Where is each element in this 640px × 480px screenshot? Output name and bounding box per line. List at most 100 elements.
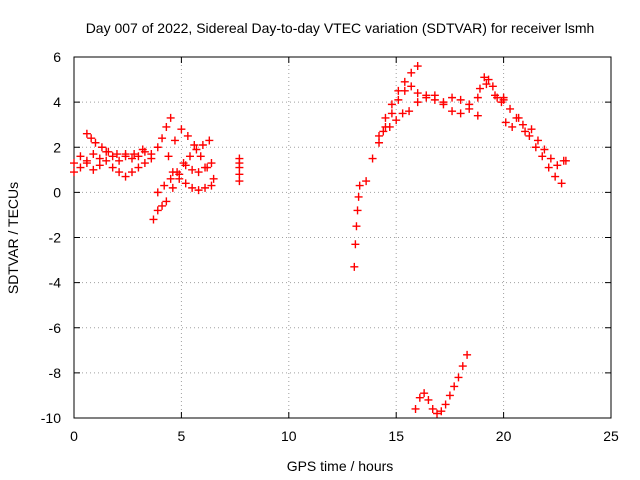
data-point	[89, 165, 98, 174]
data-point	[454, 373, 463, 382]
data-point	[168, 183, 177, 192]
data-point	[209, 174, 218, 183]
y-tick-label: -8	[49, 365, 62, 381]
data-point	[445, 391, 454, 400]
data-point	[76, 163, 85, 172]
data-point	[170, 136, 179, 145]
data-point	[149, 215, 158, 224]
data-point	[538, 152, 547, 161]
data-point	[379, 127, 388, 136]
x-axis-label: GPS time / hours	[287, 458, 394, 474]
data-point	[456, 109, 465, 118]
data-point	[166, 174, 175, 183]
data-point	[387, 109, 396, 118]
data-point	[158, 134, 167, 143]
data-point	[350, 262, 359, 271]
data-point	[115, 156, 124, 165]
data-point	[207, 181, 216, 190]
data-point	[175, 174, 184, 183]
data-point	[194, 168, 203, 177]
data-point	[407, 82, 416, 91]
data-point	[127, 168, 136, 177]
data-point	[559, 156, 568, 165]
chart-title: Day 007 of 2022, Sidereal Day-to-day VTE…	[86, 20, 595, 36]
x-tick-labels: 0 5 10 15 20 25	[70, 428, 619, 444]
data-point	[450, 382, 459, 391]
data-point	[521, 127, 530, 136]
data-point	[385, 122, 394, 131]
data-point	[354, 192, 363, 201]
data-point	[411, 404, 420, 413]
data-point	[121, 152, 130, 161]
data-point	[153, 188, 162, 197]
data-point	[185, 152, 194, 161]
data-point	[190, 140, 199, 149]
data-point	[525, 131, 534, 140]
data-point	[518, 120, 527, 129]
y-tick-label: -6	[49, 320, 62, 336]
data-point	[441, 400, 450, 409]
data-point	[121, 172, 130, 181]
axis-ticks	[73, 56, 612, 419]
data-point	[473, 93, 482, 102]
data-point	[235, 170, 244, 179]
data-point	[463, 350, 472, 359]
y-tick-label: -2	[49, 230, 62, 246]
data-point	[181, 179, 190, 188]
data-point	[194, 186, 203, 195]
data-point	[82, 129, 91, 138]
data-point	[439, 100, 448, 109]
data-point	[134, 163, 143, 172]
data-point	[398, 109, 407, 118]
data-point	[235, 177, 244, 186]
data-point	[437, 407, 446, 416]
data-point	[168, 168, 177, 177]
data-point	[368, 154, 377, 163]
data-point	[501, 118, 510, 127]
data-point	[413, 89, 422, 98]
data-point	[424, 395, 433, 404]
data-point	[353, 206, 362, 215]
data-point	[89, 150, 98, 159]
data-point	[506, 104, 515, 113]
data-point	[473, 111, 482, 120]
data-point	[527, 125, 536, 134]
y-tick-labels: -10 -8 -6 -4 -2 0 2 4 6	[41, 49, 61, 426]
y-tick-label: -4	[49, 275, 62, 291]
data-point	[134, 152, 143, 161]
data-point	[153, 143, 162, 152]
data-point	[188, 165, 197, 174]
data-point	[91, 138, 100, 147]
x-tick-label: 10	[281, 428, 297, 444]
data-point	[235, 163, 244, 172]
data-point	[352, 222, 361, 231]
data-point	[203, 163, 212, 172]
data-point	[553, 161, 562, 170]
data-point	[130, 150, 139, 159]
data-point	[140, 159, 149, 168]
data-point	[413, 62, 422, 71]
data-point	[400, 86, 409, 95]
data-point	[420, 389, 429, 398]
data-point	[415, 393, 424, 402]
data-point	[183, 131, 192, 140]
data-point	[160, 181, 169, 190]
data-point	[480, 73, 489, 82]
data-point	[381, 113, 390, 122]
data-point	[166, 113, 175, 122]
y-tick-label: -10	[41, 410, 61, 426]
x-tick-label: 15	[388, 428, 404, 444]
data-point	[188, 183, 197, 192]
data-point	[162, 122, 171, 131]
data-point	[70, 168, 78, 177]
data-point	[433, 409, 442, 418]
data-point	[387, 100, 396, 109]
data-point	[198, 140, 207, 149]
data-point	[375, 131, 384, 140]
data-point	[179, 159, 188, 168]
data-point	[482, 80, 491, 89]
data-point	[475, 84, 484, 93]
data-point	[87, 134, 96, 143]
data-point	[448, 93, 457, 102]
y-tick-label: 2	[53, 139, 61, 155]
